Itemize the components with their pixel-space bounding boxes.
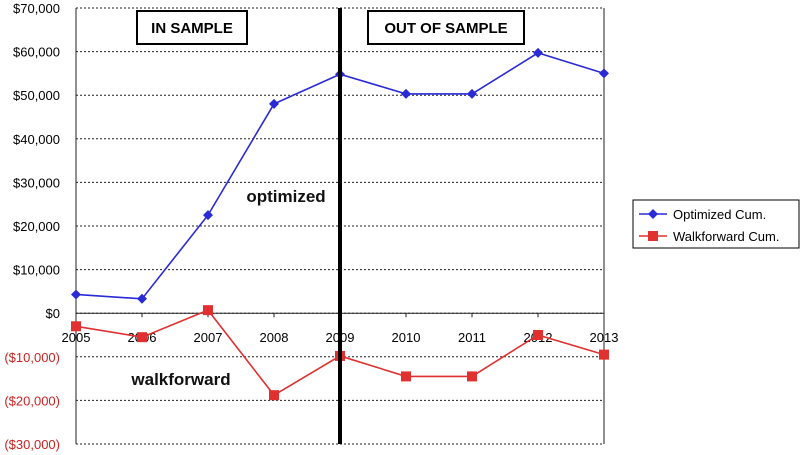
y-axis: $70,000 $60,000 $50,000 $40,000 $30,000 $20,0… — [4, 1, 605, 452]
x-tick-label: 2010 — [392, 330, 421, 345]
legend: Optimized Cum. Walkforward Cum. — [632, 199, 800, 249]
legend-label: Walkforward Cum. — [673, 229, 779, 244]
data-point — [269, 390, 279, 401]
out-of-sample-box: OUT OF SAMPLE — [367, 10, 525, 45]
data-point — [533, 47, 543, 58]
x-axis: 200520062007200820092010201120122013 — [62, 312, 619, 345]
y-tick-label: $10,000 — [13, 263, 60, 278]
x-tick-label: 2013 — [590, 330, 619, 345]
optimized-annotation: optimized — [246, 187, 325, 206]
legend-marker — [648, 231, 658, 241]
walkforward-annotation: walkforward — [130, 370, 230, 389]
data-point — [203, 305, 213, 316]
y-tick-label: ($20,000) — [4, 393, 60, 408]
data-point — [599, 349, 609, 360]
y-tick-label: $40,000 — [13, 132, 60, 147]
y-tick-label: ($30,000) — [4, 437, 60, 452]
x-tick-label: 2005 — [62, 330, 91, 345]
data-point — [467, 371, 477, 382]
y-tick-label: $50,000 — [13, 88, 60, 103]
x-tick-label: 2008 — [260, 330, 289, 345]
data-point — [269, 98, 279, 109]
y-tick-label: $60,000 — [13, 45, 60, 60]
data-point — [599, 68, 609, 79]
data-point — [401, 371, 411, 382]
in-sample-box: IN SAMPLE — [136, 10, 248, 45]
x-tick-label: 2011 — [458, 330, 486, 345]
data-point — [137, 293, 147, 304]
legend-marker — [648, 209, 658, 219]
y-tick-label: $70,000 — [13, 1, 60, 16]
data-point — [467, 88, 477, 99]
x-tick-label: 2007 — [194, 330, 223, 345]
y-tick-label: $0 — [46, 306, 60, 321]
legend-label: Optimized Cum. — [673, 207, 766, 222]
data-point — [533, 330, 543, 340]
y-tick-label: $30,000 — [13, 175, 60, 190]
in-sample-label: IN SAMPLE — [151, 20, 233, 37]
data-point — [71, 321, 81, 332]
data-point — [71, 289, 81, 300]
data-point — [203, 210, 213, 221]
data-point — [401, 88, 411, 99]
data-point — [137, 332, 147, 343]
out-of-sample-label: OUT OF SAMPLE — [384, 20, 507, 37]
y-tick-label: ($10,000) — [4, 350, 60, 365]
y-tick-label: $20,000 — [13, 219, 60, 234]
